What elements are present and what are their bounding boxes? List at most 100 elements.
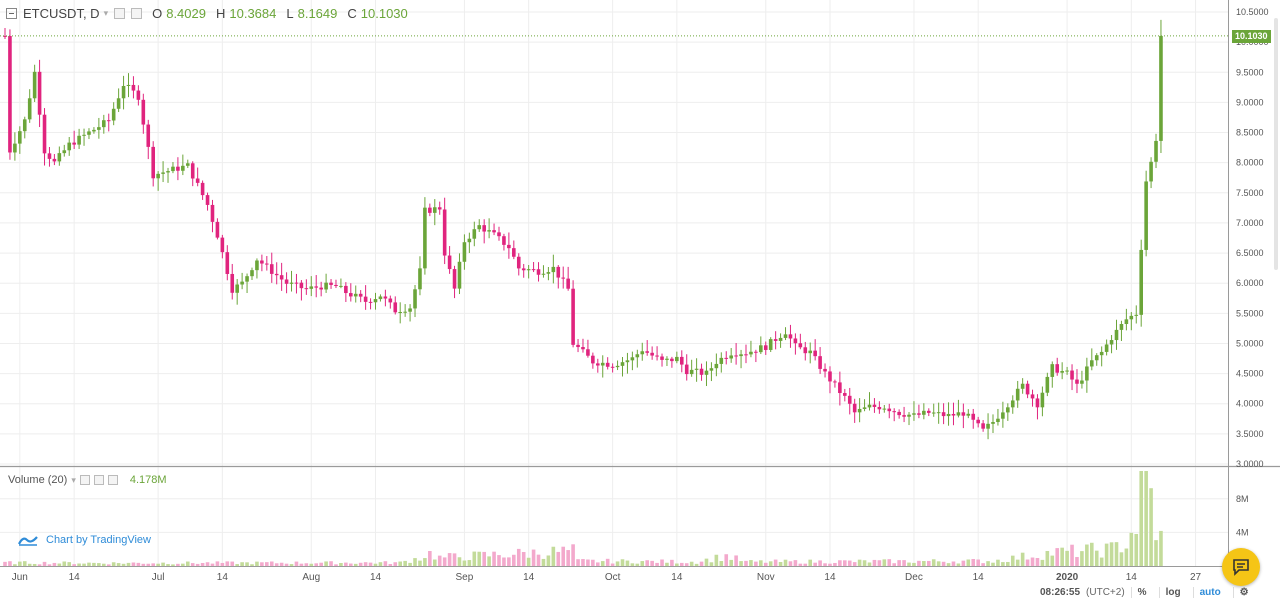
candle-body[interactable] (867, 404, 872, 408)
volume-bar[interactable] (922, 561, 926, 566)
volume-bar[interactable] (319, 562, 323, 566)
volume-bar[interactable] (536, 554, 541, 566)
candle-body[interactable] (284, 279, 289, 284)
volume-bar[interactable] (724, 554, 729, 566)
candle-body[interactable] (719, 357, 724, 364)
volume-bar[interactable] (279, 562, 284, 566)
volume-bar[interactable] (694, 563, 699, 566)
gear-icon[interactable]: ⚙ (1232, 586, 1255, 598)
volume-bar[interactable] (185, 561, 190, 566)
candle-body[interactable] (818, 356, 822, 369)
auto-scale-toggle[interactable]: auto (1192, 586, 1227, 598)
volume-bar[interactable] (111, 562, 116, 566)
hide-icon[interactable] (131, 7, 143, 19)
candle-body[interactable] (161, 172, 165, 174)
candle-body[interactable] (260, 260, 264, 264)
volume-bar[interactable] (1104, 543, 1109, 566)
candle-body[interactable] (1085, 366, 1089, 381)
volume-bar[interactable] (610, 563, 615, 566)
candle-body[interactable] (966, 413, 971, 416)
volume-label[interactable]: Volume (20) (8, 474, 68, 486)
candle-body[interactable] (428, 207, 432, 213)
candle-body[interactable] (912, 413, 916, 415)
candle-body[interactable] (497, 232, 501, 237)
candle-body[interactable] (368, 301, 373, 303)
candle-body[interactable] (240, 281, 244, 285)
candle-body[interactable] (699, 368, 704, 375)
candle-body[interactable] (220, 237, 225, 253)
settings-icon[interactable] (79, 475, 90, 485)
volume-bar[interactable] (902, 560, 906, 566)
candle-body[interactable] (591, 355, 595, 364)
volume-bar[interactable] (57, 563, 62, 566)
candle-body[interactable] (615, 365, 620, 368)
candle-body[interactable] (902, 415, 906, 417)
candle-body[interactable] (37, 71, 42, 115)
candle-body[interactable] (1124, 319, 1129, 325)
volume-bar[interactable] (492, 551, 496, 566)
candle-body[interactable] (452, 269, 457, 289)
candle-body[interactable] (600, 362, 605, 366)
candle-body[interactable] (106, 120, 111, 122)
candle-body[interactable] (684, 364, 689, 375)
volume-bar[interactable] (265, 562, 269, 566)
volume-bar[interactable] (52, 562, 57, 566)
volume-bar[interactable] (803, 563, 808, 566)
candle-body[interactable] (502, 236, 506, 245)
volume-bar[interactable] (205, 562, 210, 566)
candle-body[interactable] (1119, 324, 1124, 330)
volume-bar[interactable] (689, 561, 694, 566)
volume-bar[interactable] (773, 559, 778, 566)
collapse-icon[interactable] (6, 7, 17, 19)
volume-bar[interactable] (116, 563, 121, 566)
volume-bar[interactable] (62, 561, 67, 566)
volume-bar[interactable] (1075, 557, 1079, 566)
volume-bar[interactable] (650, 560, 654, 566)
candle-body[interactable] (768, 339, 773, 350)
volume-bar[interactable] (363, 562, 368, 566)
volume-bar[interactable] (87, 562, 91, 566)
volume-bar[interactable] (675, 563, 679, 566)
candle-body[interactable] (131, 84, 136, 91)
candle-body[interactable] (136, 90, 141, 100)
volume-bar[interactable] (274, 563, 279, 566)
volume-bar[interactable] (512, 554, 516, 566)
volume-bar[interactable] (596, 562, 600, 566)
volume-bar[interactable] (32, 563, 37, 566)
volume-bar[interactable] (1109, 542, 1114, 566)
volume-bar[interactable] (941, 561, 946, 566)
candle-body[interactable] (166, 171, 170, 173)
tradingview-branding[interactable]: Chart by TradingView (18, 534, 151, 546)
candle-body[interactable] (363, 296, 368, 302)
candle-body[interactable] (581, 347, 585, 350)
candle-body[interactable] (675, 356, 679, 362)
candle-body[interactable] (605, 362, 610, 367)
volume-bar[interactable] (181, 563, 185, 566)
candle-body[interactable] (576, 344, 580, 348)
volume-bar[interactable] (102, 563, 106, 566)
candle-body[interactable] (986, 423, 990, 429)
volume-bar[interactable] (3, 561, 7, 566)
volume-bar[interactable] (1065, 550, 1069, 566)
volume-bar[interactable] (872, 559, 877, 566)
candle-body[interactable] (383, 296, 388, 299)
chevron-down-icon[interactable]: ▾ (71, 474, 76, 485)
candle-body[interactable] (92, 129, 96, 132)
candle-body[interactable] (670, 358, 674, 362)
candle-body[interactable] (437, 207, 442, 210)
volume-bar[interactable] (1144, 471, 1148, 566)
candle-body[interactable] (462, 242, 467, 262)
volume-bar[interactable] (907, 562, 911, 566)
candle-body[interactable] (1080, 380, 1084, 384)
volume-bar[interactable] (961, 560, 966, 566)
candle-body[interactable] (1060, 371, 1064, 373)
volume-bar[interactable] (1035, 558, 1040, 566)
candle-body[interactable] (1025, 383, 1030, 395)
volume-bar[interactable] (339, 562, 343, 566)
candle-body[interactable] (457, 261, 462, 289)
volume-bar[interactable] (176, 563, 180, 566)
volume-bar[interactable] (452, 553, 457, 566)
volume-bar[interactable] (467, 560, 472, 566)
candle-body[interactable] (171, 166, 175, 172)
volume-bar[interactable] (1010, 555, 1015, 566)
